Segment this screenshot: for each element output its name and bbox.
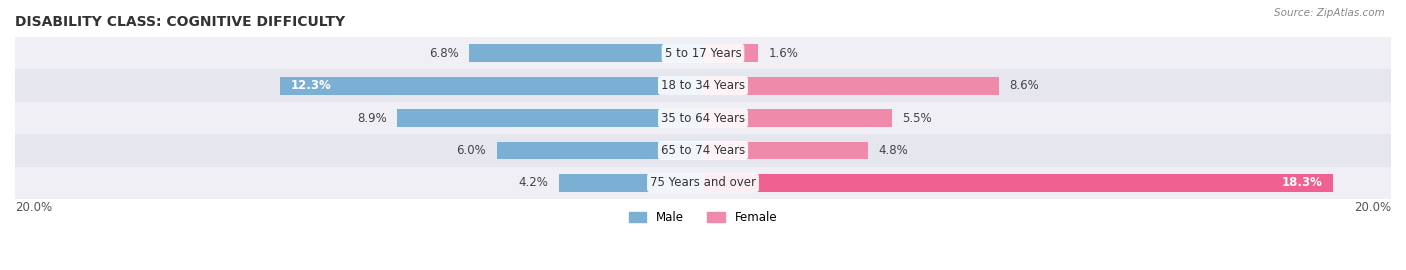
Text: 20.0%: 20.0% — [15, 201, 52, 214]
Text: Source: ZipAtlas.com: Source: ZipAtlas.com — [1274, 8, 1385, 18]
Bar — [703, 174, 1333, 192]
Text: DISABILITY CLASS: COGNITIVE DIFFICULTY: DISABILITY CLASS: COGNITIVE DIFFICULTY — [15, 15, 344, 29]
Bar — [396, 109, 703, 127]
Text: 1.6%: 1.6% — [768, 47, 799, 60]
Text: 6.0%: 6.0% — [457, 144, 486, 157]
Text: 8.6%: 8.6% — [1010, 79, 1039, 92]
Bar — [15, 167, 1391, 199]
Text: 20.0%: 20.0% — [1354, 201, 1391, 214]
Text: 8.9%: 8.9% — [357, 112, 387, 124]
Bar — [15, 37, 1391, 69]
Bar — [15, 69, 1391, 102]
Legend: Male, Female: Male, Female — [624, 206, 782, 229]
Bar — [470, 44, 703, 62]
Text: 5.5%: 5.5% — [903, 112, 932, 124]
Text: 4.2%: 4.2% — [519, 176, 548, 189]
Text: 12.3%: 12.3% — [290, 79, 330, 92]
Bar — [703, 109, 893, 127]
Text: 4.8%: 4.8% — [879, 144, 908, 157]
Text: 35 to 64 Years: 35 to 64 Years — [661, 112, 745, 124]
Text: 5 to 17 Years: 5 to 17 Years — [665, 47, 741, 60]
Text: 18 to 34 Years: 18 to 34 Years — [661, 79, 745, 92]
Bar — [703, 77, 998, 94]
Bar — [703, 44, 758, 62]
Bar — [15, 102, 1391, 134]
Text: 75 Years and over: 75 Years and over — [650, 176, 756, 189]
Bar — [280, 77, 703, 94]
Bar — [703, 141, 868, 159]
Text: 65 to 74 Years: 65 to 74 Years — [661, 144, 745, 157]
Text: 18.3%: 18.3% — [1281, 176, 1322, 189]
Bar — [15, 134, 1391, 167]
Bar — [496, 141, 703, 159]
Bar — [558, 174, 703, 192]
Text: 6.8%: 6.8% — [429, 47, 458, 60]
